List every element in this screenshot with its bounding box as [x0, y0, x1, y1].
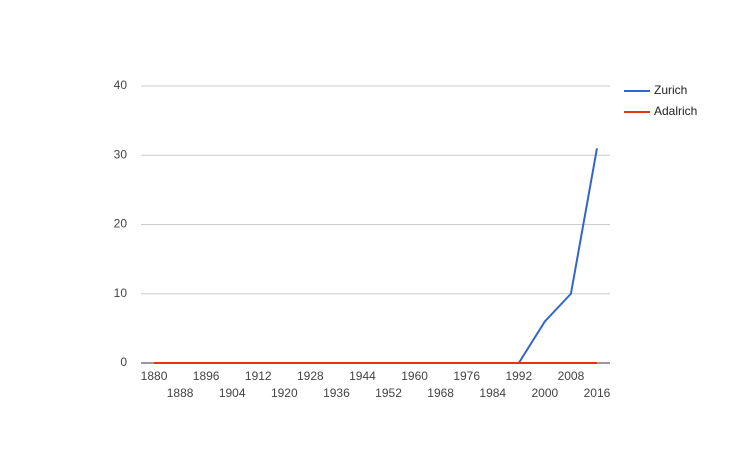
- x-tick-label: 1984: [479, 386, 506, 400]
- x-tick-label: 1912: [245, 369, 272, 383]
- x-tick-label: 1960: [401, 369, 428, 383]
- x-tick-label: 1904: [219, 386, 246, 400]
- x-tick-label: 1880: [141, 369, 168, 383]
- y-tick-label: 10: [114, 286, 128, 300]
- x-tick-label: 1976: [453, 369, 480, 383]
- y-tick-label: 40: [114, 78, 128, 92]
- x-tick-label: 1928: [297, 369, 324, 383]
- x-tick-label: 2016: [584, 386, 611, 400]
- x-tick-label: 1936: [323, 386, 350, 400]
- x-tick-label: 1992: [505, 369, 532, 383]
- y-tick-label: 30: [114, 147, 128, 161]
- x-tick-label: 1944: [349, 369, 376, 383]
- x-tick-label: 1920: [271, 386, 298, 400]
- x-tick-label: 1896: [193, 369, 220, 383]
- x-tick-label: 1968: [427, 386, 454, 400]
- x-tick-label: 1952: [375, 386, 402, 400]
- x-tick-label: 2008: [558, 369, 585, 383]
- y-tick-label: 20: [114, 217, 128, 231]
- x-tick-label: 2000: [532, 386, 559, 400]
- series-line: [154, 148, 598, 364]
- legend-label: Adalrich: [654, 104, 697, 118]
- legend-label: Zurich: [654, 83, 687, 97]
- x-tick-label: 1888: [167, 386, 194, 400]
- y-tick-label: 0: [120, 355, 127, 369]
